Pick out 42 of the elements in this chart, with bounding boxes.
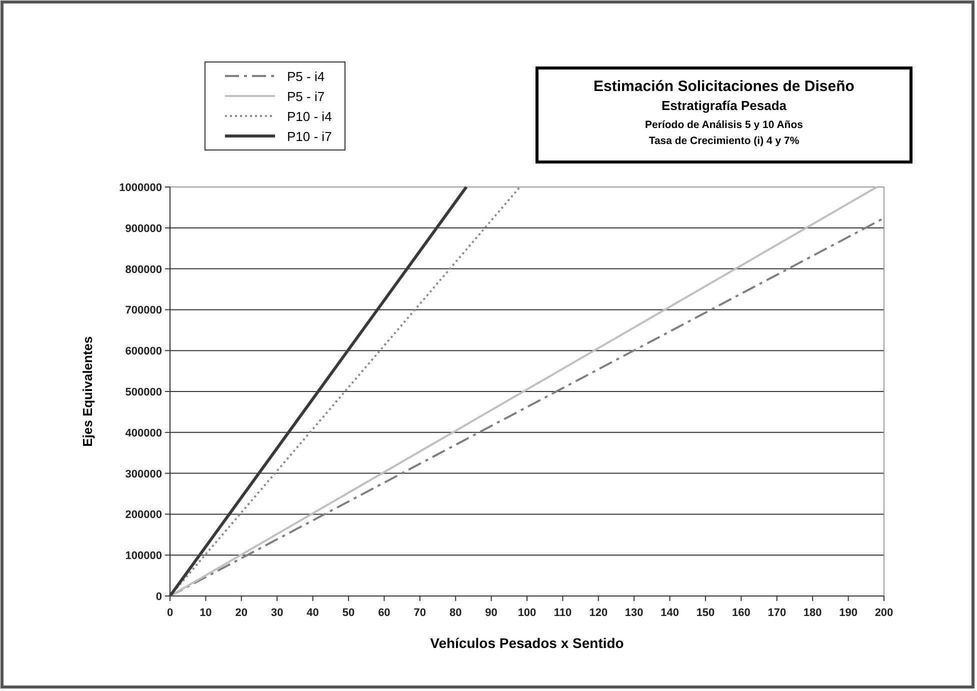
y-tick-label: 200000: [125, 509, 162, 522]
x-tick-label: 0: [166, 607, 174, 619]
text: Tasa de Crecimiento (i) 4 y 7%: [648, 135, 800, 147]
x-tick-label: 170: [768, 607, 786, 619]
y-axis-title: Ejes Equivalentes: [80, 336, 95, 447]
x-tick-label: 190: [839, 607, 858, 619]
x-tick-label: 100: [518, 607, 536, 619]
y-tick-label: 900000: [125, 222, 162, 235]
x-tick-label: 70: [414, 607, 426, 619]
text: Período de Análisis 5 y 10 Años: [645, 119, 804, 131]
x-tick-label: 60: [378, 607, 390, 619]
y-tick-label: 100000: [125, 550, 162, 562]
x-tick-label: 130: [624, 607, 644, 619]
y-tick-label: 800000: [125, 264, 162, 276]
y-tick-label: 600000: [125, 346, 162, 358]
x-tick-label: 30: [270, 607, 284, 619]
y-tick-label: 500000: [125, 386, 162, 398]
x-tick-label: 180: [803, 607, 822, 619]
x-tick-label: 50: [342, 607, 355, 619]
x-tick-label: 90: [485, 607, 498, 619]
x-tick-label: 150: [696, 607, 715, 619]
y-tick-label: 700000: [125, 304, 162, 317]
x-axis-title: Vehículos Pesados x Sentido: [430, 635, 624, 651]
x-tick-label: 120: [589, 607, 608, 619]
x-tick-label: 200: [874, 607, 894, 619]
x-tick-label: 20: [235, 607, 248, 619]
x-tick-label: 160: [732, 607, 750, 619]
chart-subtitle: Estratigrafía Pesada: [661, 98, 788, 113]
x-tick-label: 10: [200, 607, 212, 619]
legend-label: P10 - i7: [287, 129, 332, 144]
legend-label: P5 - i4: [287, 69, 325, 84]
y-tick-label: 1000000: [119, 182, 162, 194]
x-tick-label: 140: [660, 607, 679, 619]
x-tick-label: 80: [449, 607, 462, 619]
chart-title: Estimación Solicitaciones de Diseño: [594, 78, 854, 95]
y-tick-label: 0: [156, 591, 162, 603]
legend-label: P5 - i7: [287, 89, 325, 104]
legend-label: P10 - i4: [287, 109, 332, 124]
x-tick-label: 40: [306, 607, 319, 619]
x-tick-label: 110: [554, 607, 572, 619]
y-tick-label: 400000: [125, 427, 162, 440]
y-tick-label: 300000: [125, 468, 162, 480]
